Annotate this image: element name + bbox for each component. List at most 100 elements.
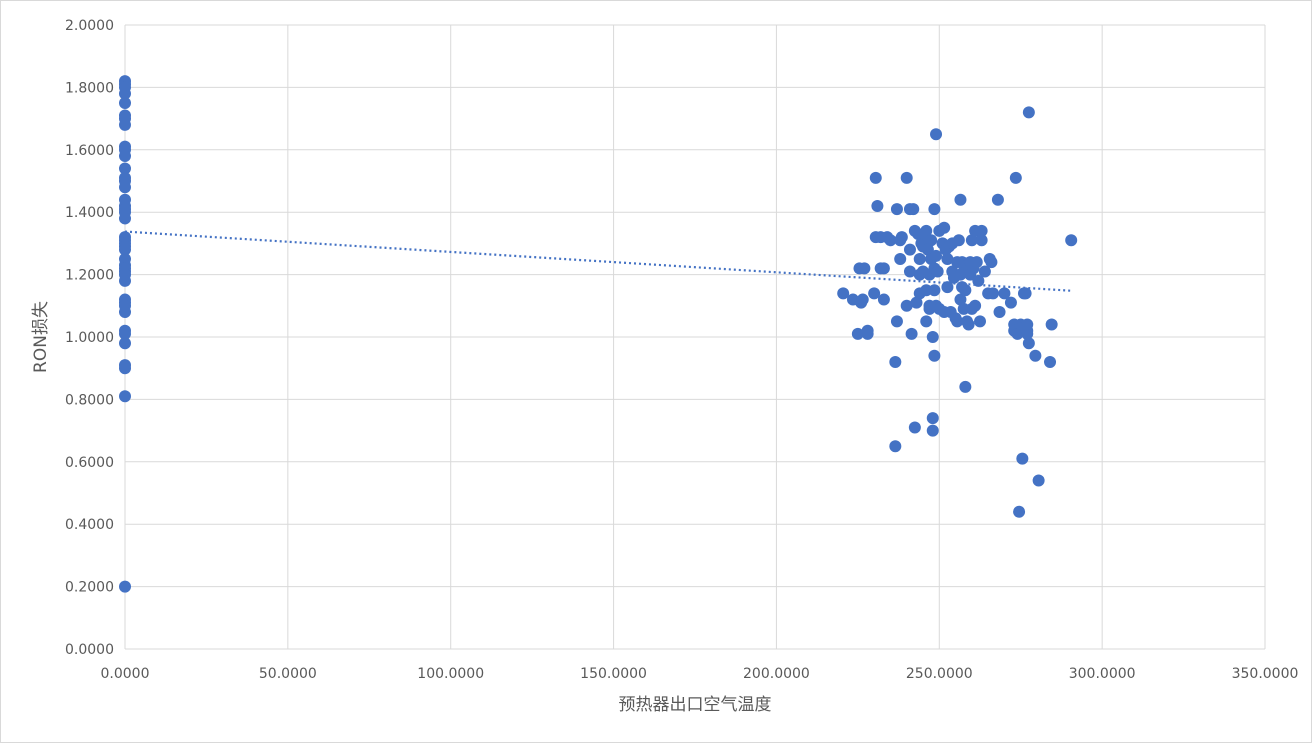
data-point <box>991 193 1004 206</box>
data-point <box>959 284 972 297</box>
data-point <box>926 412 939 425</box>
data-point <box>926 331 939 343</box>
x-tick-label: 150.0000 <box>580 666 647 682</box>
data-point <box>884 234 897 247</box>
y-axis-title: RON损失 <box>31 301 51 373</box>
y-tick-label: 0.4000 <box>65 517 114 533</box>
data-point <box>1021 324 1034 337</box>
data-point <box>858 262 871 275</box>
data-point <box>119 150 131 163</box>
data-point <box>941 281 954 294</box>
x-tick-label: 50.0000 <box>259 666 317 682</box>
data-point <box>1013 505 1026 518</box>
x-tick-label: 100.0000 <box>417 666 484 682</box>
data-point <box>851 327 864 340</box>
y-tick-label: 0.6000 <box>65 455 114 471</box>
y-tick-label: 0.2000 <box>65 580 114 596</box>
data-point <box>1016 452 1029 465</box>
data-point <box>908 421 921 434</box>
data-point <box>987 287 1000 300</box>
data-point <box>1022 337 1035 350</box>
data-point <box>119 118 131 131</box>
data-point <box>119 87 131 100</box>
data-point <box>954 193 967 206</box>
x-tick-label: 250.0000 <box>906 666 973 682</box>
data-point <box>895 231 908 244</box>
gridlines <box>124 24 1266 650</box>
trendline-path <box>124 230 1073 292</box>
x-axis-title: 预热器出口空气温度 <box>619 695 772 715</box>
data-point <box>889 440 902 453</box>
data-point <box>974 315 986 328</box>
data-point <box>900 171 913 184</box>
data-point <box>119 306 131 319</box>
data-point <box>890 315 903 328</box>
data-point <box>119 162 131 175</box>
data-point <box>868 287 881 300</box>
data-point <box>954 293 967 306</box>
data-point <box>889 355 902 368</box>
data-point <box>907 203 920 216</box>
x-tick-label: 300.0000 <box>1069 666 1136 682</box>
y-tick-label: 2.0000 <box>65 18 114 34</box>
data-point <box>975 224 988 237</box>
y-tick-label: 1.8000 <box>65 80 114 96</box>
x-tick-label: 350.0000 <box>1232 666 1299 682</box>
data-point <box>965 234 978 247</box>
data-point <box>119 97 131 109</box>
data-point <box>928 349 941 362</box>
y-tick-label: 1.4000 <box>65 205 114 221</box>
y-tick-label: 1.6000 <box>65 143 114 159</box>
data-point <box>119 390 131 403</box>
data-point <box>941 253 954 265</box>
data-point <box>978 265 991 278</box>
data-point <box>119 212 131 225</box>
data-point <box>930 128 943 141</box>
data-point <box>959 380 972 393</box>
data-point <box>951 315 964 328</box>
data-point <box>877 262 890 275</box>
data-point <box>970 256 983 269</box>
data-point <box>969 299 982 312</box>
data-point <box>938 221 951 234</box>
trendline <box>124 230 1073 292</box>
y-tick-label: 1.2000 <box>65 268 114 284</box>
x-tick-label: 200.0000 <box>743 666 810 682</box>
data-point <box>119 181 131 194</box>
data-point <box>903 265 916 278</box>
data-point <box>1009 171 1022 184</box>
data-point <box>1004 296 1017 309</box>
data-point <box>903 243 916 256</box>
data-point <box>962 318 975 331</box>
data-point <box>1019 287 1032 300</box>
y-tick-label: 1.0000 <box>65 330 114 346</box>
data-point <box>905 327 918 340</box>
data-point <box>926 424 939 437</box>
x-tick-label: 0.0000 <box>101 666 150 682</box>
data-point <box>931 265 944 278</box>
data-point <box>993 306 1006 319</box>
y-tick-label: 0.8000 <box>65 392 114 408</box>
data-point <box>1045 318 1058 331</box>
data-point <box>1065 234 1078 247</box>
data-point <box>952 234 965 247</box>
tick-labels: 0.0000 0.2000 0.4000 0.6000 0.8000 1.0000 1.20… <box>65 18 1298 682</box>
data-point <box>921 243 934 256</box>
data-point <box>1029 349 1042 362</box>
data-point <box>925 234 938 247</box>
data-point <box>119 580 131 593</box>
data-point <box>930 249 943 262</box>
y-tick-label: 0.0000 <box>65 642 114 658</box>
data-point <box>985 256 998 269</box>
data-point <box>871 199 884 212</box>
data-point <box>920 315 933 328</box>
data-point <box>920 224 933 237</box>
data-point <box>900 299 913 312</box>
data-point <box>856 293 869 306</box>
data-point <box>1022 106 1035 119</box>
data-point <box>910 296 923 309</box>
data-point <box>119 274 131 287</box>
data-point <box>928 284 941 297</box>
data-point <box>928 203 941 216</box>
